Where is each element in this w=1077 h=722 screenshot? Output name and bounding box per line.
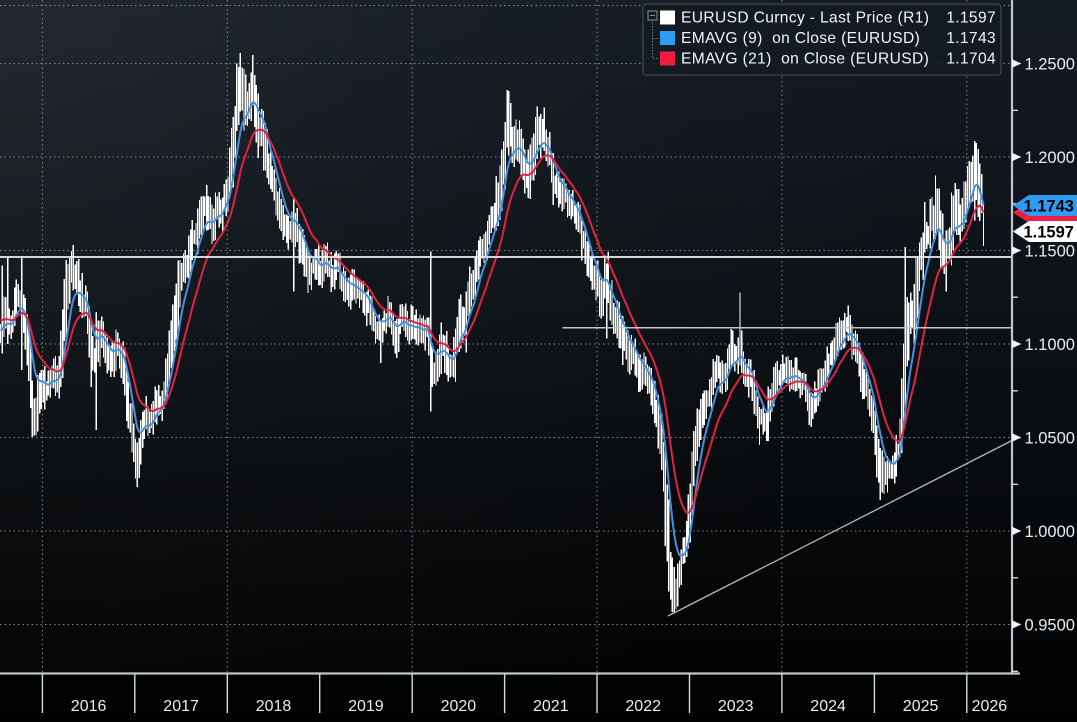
svg-text:2017: 2017 [163, 698, 199, 715]
svg-text:2018: 2018 [256, 698, 292, 715]
svg-text:1.2000: 1.2000 [1025, 149, 1075, 167]
svg-text:2026: 2026 [972, 698, 1008, 715]
svg-text:EMAVG (21) on Close (EURUSD): EMAVG (21) on Close (EURUSD) [681, 51, 929, 68]
svg-text:0.9500: 0.9500 [1025, 617, 1075, 635]
svg-text:1.0000: 1.0000 [1025, 523, 1075, 541]
svg-text:1.1597: 1.1597 [946, 10, 996, 27]
svg-text:2025: 2025 [903, 698, 939, 715]
svg-text:EMAVG (9) on Close (EURUSD): EMAVG (9) on Close (EURUSD) [681, 30, 920, 47]
svg-text:1.1743: 1.1743 [1024, 198, 1074, 216]
svg-text:2021: 2021 [533, 698, 569, 715]
svg-text:2022: 2022 [625, 698, 661, 715]
svg-text:1.1743: 1.1743 [946, 30, 996, 47]
svg-text:1.2500: 1.2500 [1025, 56, 1075, 74]
svg-text:2023: 2023 [718, 698, 754, 715]
svg-text:2024: 2024 [810, 698, 846, 715]
svg-text:2020: 2020 [441, 698, 477, 715]
svg-text:1.1500: 1.1500 [1025, 243, 1075, 261]
svg-text:1.1704: 1.1704 [946, 51, 996, 68]
svg-text:1.0500: 1.0500 [1025, 430, 1075, 448]
svg-text:EURUSD Curncy - Last Price (R1: EURUSD Curncy - Last Price (R1) [681, 10, 929, 27]
svg-text:2016: 2016 [71, 698, 107, 715]
svg-text:1.1000: 1.1000 [1025, 336, 1075, 354]
svg-text:2019: 2019 [348, 698, 384, 715]
svg-text:1.1597: 1.1597 [1024, 224, 1074, 242]
